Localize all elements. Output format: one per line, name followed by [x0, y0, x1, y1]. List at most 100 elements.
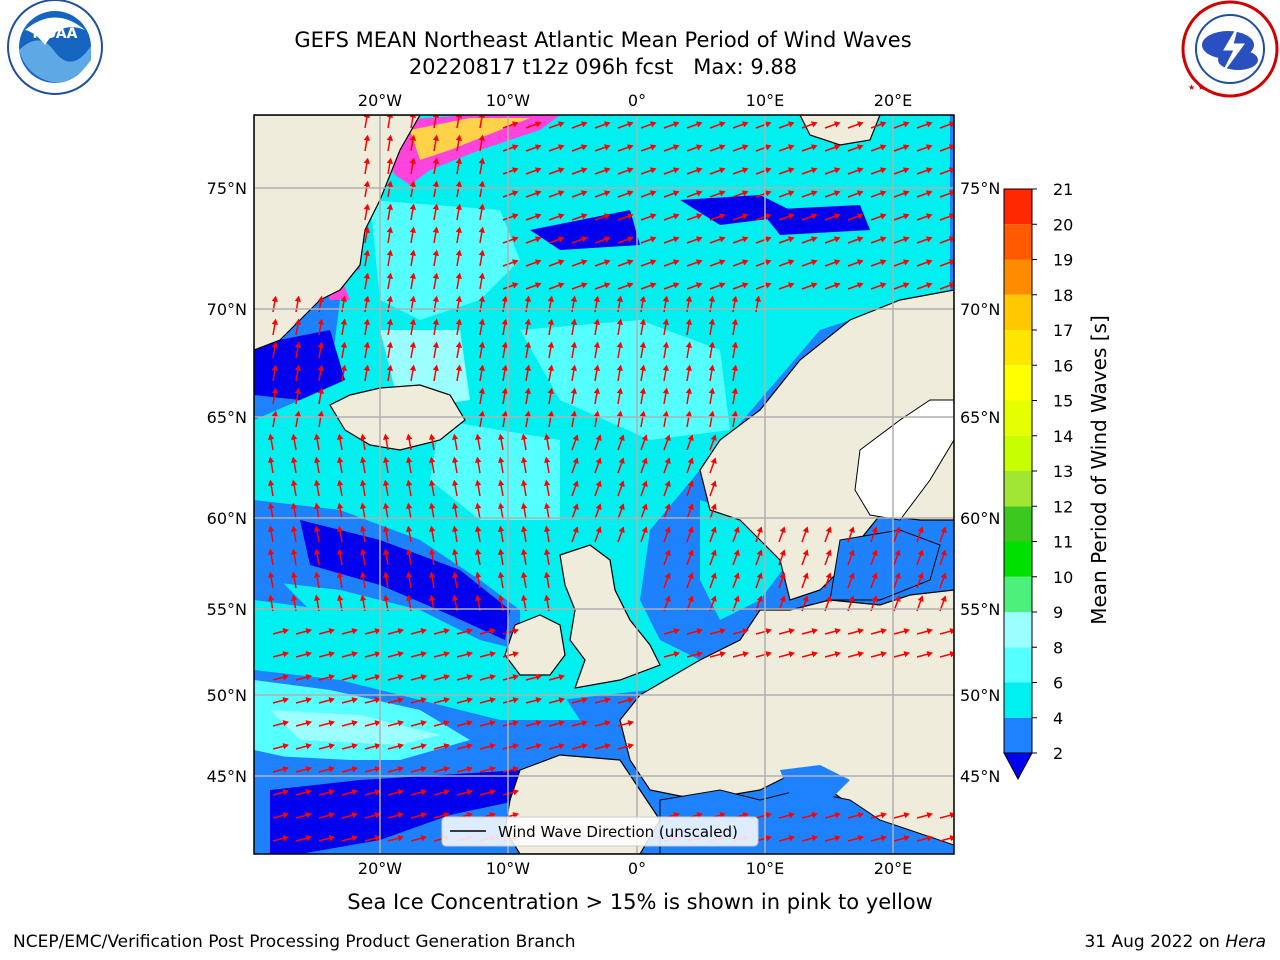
wind-wave-arrowhead — [685, 410, 692, 417]
wind-wave-arrowhead — [940, 595, 947, 602]
wind-wave-arrowhead — [294, 387, 301, 394]
wind-wave-arrowhead — [432, 180, 439, 187]
wind-wave-arrowhead — [593, 364, 600, 371]
lat-label: 45°N — [960, 767, 1000, 786]
wind-wave-arrowhead — [386, 341, 393, 348]
wind-wave-arrowhead — [360, 525, 367, 532]
colorbar-segment — [1004, 541, 1032, 577]
wind-wave-arrowhead — [420, 789, 427, 796]
wind-wave-arrowhead — [475, 456, 482, 463]
wind-wave-arrowhead — [857, 213, 864, 220]
wind-wave-arrowhead — [673, 812, 681, 819]
wind-wave-arrowhead — [466, 628, 473, 635]
wind-wave-arrowhead — [397, 651, 404, 658]
wind-wave-arrowhead — [340, 295, 347, 302]
wind-wave-arrowhead — [903, 190, 910, 197]
wind-wave-arrowhead — [478, 249, 485, 256]
wind-wave-arrowhead — [429, 433, 436, 440]
wind-wave-arrowhead — [811, 259, 818, 266]
wind-wave-arrowhead — [834, 236, 841, 243]
wind-wave-arrowhead — [834, 812, 842, 819]
wind-wave-arrowhead — [710, 526, 717, 533]
colorbar-title: Mean Period of Wind Waves [s] — [1087, 315, 1111, 625]
wind-wave-arrowhead — [455, 341, 462, 348]
wind-wave-arrowhead — [719, 236, 726, 243]
wind-wave-arrowhead — [673, 236, 680, 243]
wind-wave-arrowhead — [696, 259, 703, 266]
wind-wave-arrowhead — [386, 295, 393, 302]
wind-wave-arrowhead — [383, 594, 390, 601]
wind-wave-arrowhead — [880, 190, 887, 197]
wind-wave-arrowhead — [650, 121, 657, 128]
lat-label: 75°N — [207, 179, 247, 198]
chart-title: GEFS MEAN Northeast Atlantic Mean Period… — [294, 28, 912, 52]
wind-wave-arrowhead — [662, 341, 669, 348]
wind-wave-arrowhead — [696, 213, 703, 220]
footer-date: 31 Aug 2022 on Hera — [1084, 932, 1266, 952]
wind-wave-arrowhead — [811, 282, 818, 289]
wind-wave-arrowhead — [581, 213, 588, 220]
wind-wave-arrowhead — [949, 282, 954, 289]
wind-wave-arrowhead — [871, 549, 878, 556]
wind-wave-arrowhead — [466, 743, 473, 750]
wind-wave-arrowhead — [593, 341, 600, 348]
wind-wave-arrowhead — [917, 526, 924, 533]
wind-wave-arrowhead — [406, 433, 413, 440]
wind-wave-arrowhead — [314, 548, 321, 555]
wind-wave-arrowhead — [802, 595, 809, 602]
colorbar-tick-label: 11 — [1053, 533, 1073, 552]
wind-wave-arrowhead — [360, 594, 367, 601]
lat-label: 55°N — [207, 600, 247, 619]
wind-wave-arrowhead — [478, 272, 485, 279]
wind-wave-arrowhead — [478, 387, 485, 394]
wind-wave-arrowhead — [871, 572, 878, 579]
wind-wave-arrowhead — [848, 572, 855, 579]
wind-wave-arrowhead — [616, 387, 623, 394]
wind-wave-arrowhead — [593, 387, 600, 394]
wind-wave-arrowhead — [443, 812, 450, 819]
colorbar-segment — [1004, 471, 1032, 507]
wind-wave-arrowhead — [756, 526, 763, 533]
wind-wave-arrowhead — [733, 572, 740, 579]
wind-wave-arrowhead — [466, 651, 473, 658]
wind-wave-arrowhead — [521, 571, 528, 578]
wind-wave-arrowhead — [627, 167, 634, 174]
wind-wave-arrowhead — [478, 364, 485, 371]
wind-wave-arrowhead — [429, 571, 436, 578]
wind-wave-arrowhead — [558, 720, 566, 727]
wind-wave-arrowhead — [478, 157, 485, 164]
wind-wave-arrowhead — [291, 571, 298, 578]
wind-wave-arrowhead — [673, 282, 680, 289]
wind-wave-arrowhead — [337, 571, 344, 578]
wind-wave-arrowhead — [363, 134, 370, 141]
wind-wave-arrowhead — [779, 549, 786, 556]
wind-wave-arrowhead — [386, 157, 393, 164]
wind-wave-arrowhead — [351, 720, 358, 727]
wind-wave-arrowhead — [317, 318, 324, 325]
wind-wave-arrowhead — [512, 282, 519, 289]
wind-wave-arrowhead — [305, 628, 312, 635]
wind-wave-arrowhead — [673, 651, 681, 658]
wind-wave-arrowhead — [521, 433, 528, 440]
wind-wave-arrowhead — [409, 180, 416, 187]
wind-wave-arrowhead — [733, 595, 740, 602]
wind-wave-arrowhead — [455, 295, 462, 302]
wind-wave-arrowhead — [558, 213, 565, 220]
wind-wave-arrowhead — [685, 364, 692, 371]
wind-wave-arrowhead — [547, 318, 554, 325]
footer-credit: NCEP/EMC/Verification Post Processing Pr… — [13, 932, 576, 952]
colorbar-segment — [1004, 365, 1032, 401]
wind-wave-arrowhead — [733, 549, 740, 556]
wind-wave-arrowhead — [779, 595, 786, 602]
wind-wave-arrowhead — [498, 502, 505, 509]
wind-wave-arrowhead — [455, 272, 462, 279]
wind-wave-arrowhead — [478, 295, 485, 302]
wind-wave-arrowhead — [627, 190, 634, 197]
wind-wave-arrowhead — [926, 190, 933, 197]
wind-wave-arrowhead — [443, 674, 450, 681]
wind-wave-arrowhead — [314, 433, 321, 440]
wind-wave-arrowhead — [535, 190, 542, 197]
wind-wave-arrowhead — [291, 548, 298, 555]
wind-wave-arrowhead — [788, 835, 796, 842]
wind-wave-arrowhead — [314, 594, 321, 601]
